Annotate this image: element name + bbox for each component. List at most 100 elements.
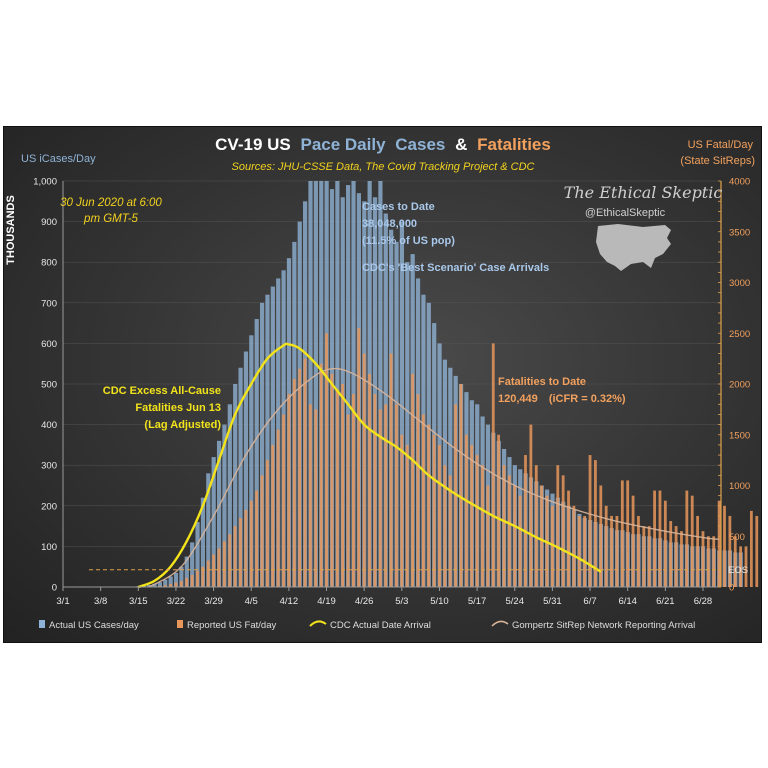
- left-tick-label: 900: [41, 217, 57, 228]
- fatal-note-line2: 120,449: [498, 393, 538, 405]
- right-tick-label: 1000: [729, 481, 750, 492]
- legend-swatch-fatal: [177, 620, 183, 628]
- x-tick-label: 5/10: [430, 596, 449, 607]
- x-tick-label: 6/7: [583, 596, 596, 607]
- x-tick-label: 3/22: [167, 596, 186, 607]
- fatality-bar: [706, 536, 710, 587]
- legend-label-gompertz: Gompertz SitRep Network Reporting Arriva…: [512, 620, 695, 631]
- right-axis-sub: (State SitReps): [680, 155, 755, 167]
- cases-bar: [184, 556, 189, 587]
- fatality-bar: [507, 475, 511, 587]
- fatality-bar: [265, 460, 269, 587]
- fatality-bar: [674, 526, 678, 587]
- fatality-bar: [303, 358, 307, 587]
- brand-name: The Ethical Skeptic: [564, 183, 723, 202]
- fatality-bar: [653, 490, 656, 587]
- x-tick-label: 4/26: [355, 596, 374, 607]
- fatality-bar: [626, 480, 630, 587]
- left-tick-label: 100: [41, 542, 57, 553]
- right-axis-label: US Fatal/Day: [688, 139, 754, 151]
- fatality-bar: [701, 531, 705, 587]
- fatality-bar: [540, 485, 544, 587]
- fatality-bar: [400, 434, 404, 587]
- fatality-bar: [389, 353, 393, 587]
- title-part4: Fatalities: [477, 135, 551, 154]
- fatality-bar: [513, 485, 517, 587]
- fatality-bar: [432, 434, 436, 587]
- fatality-bar: [239, 517, 242, 587]
- x-tick-label: 3/29: [204, 596, 223, 607]
- fatality-bar: [594, 460, 597, 587]
- legend: Actual US Cases/day Reported US Fat/day …: [39, 620, 695, 631]
- cases-bar: [152, 583, 157, 587]
- fatality-bar: [196, 570, 199, 587]
- gompertz-line: [148, 367, 720, 588]
- fatality-bar: [292, 378, 296, 587]
- fatality-bar: [421, 414, 425, 587]
- fatality-bar: [411, 373, 414, 587]
- fatality-bar: [696, 515, 700, 587]
- cases-bar: [249, 335, 254, 587]
- fatality-bar: [260, 475, 264, 587]
- fatality-bar: [378, 409, 382, 587]
- fatality-bar: [448, 475, 452, 587]
- us-map-icon: [596, 224, 671, 271]
- right-tick-label: 0: [729, 583, 734, 594]
- fatality-bar: [244, 509, 248, 587]
- cases-bar: [147, 584, 152, 587]
- fatality-bar: [470, 444, 474, 587]
- left-tick-label: 1,000: [33, 177, 57, 188]
- cases-bar: [157, 582, 163, 587]
- cases-bar: [254, 319, 259, 587]
- left-axis-unit: THOUSANDS: [5, 195, 17, 265]
- date-note-line1: 30 Jun 2020 at 6:00: [60, 197, 162, 209]
- fatality-bar: [341, 384, 345, 587]
- fatal-note-line3: (iCFR = 0.32%): [549, 393, 626, 405]
- left-tick-label: 500: [41, 380, 57, 391]
- fatality-bar: [179, 580, 183, 587]
- covid-chart: CV-19 US Pace Daily Cases & Fatalities S…: [5, 135, 759, 631]
- right-tick-label: 2000: [729, 380, 750, 391]
- cases-bar: [378, 181, 383, 587]
- fatality-bar: [335, 389, 339, 587]
- fatality-bar: [169, 583, 172, 587]
- fatality-bar: [233, 526, 237, 587]
- cases-bar: [346, 185, 351, 587]
- x-tick-label: 3/15: [129, 596, 148, 607]
- cases-bar: [383, 213, 388, 587]
- x-tick-label: 4/5: [245, 596, 258, 607]
- cases-bar: [200, 497, 206, 587]
- chart-title: CV-19 US Pace Daily Cases & Fatalities: [215, 135, 551, 154]
- left-tick-label: 800: [41, 258, 57, 269]
- right-tick-label: 500: [729, 532, 745, 543]
- title-amp: &: [455, 135, 467, 154]
- fatality-bar: [712, 536, 716, 587]
- fatality-bar: [352, 394, 355, 587]
- fatality-bar: [405, 444, 409, 587]
- cases-bar: [227, 404, 232, 587]
- fatality-bar: [669, 521, 673, 587]
- cases-bar: [270, 286, 275, 587]
- cases-note-line1: Cases to Date: [362, 201, 435, 213]
- fatality-bar: [637, 515, 640, 587]
- fatality-bar: [647, 526, 651, 587]
- fatality-bar: [249, 500, 253, 587]
- fatality-bar: [518, 495, 522, 587]
- cases-bar: [308, 181, 313, 587]
- fatality-bar: [755, 515, 759, 587]
- left-tick-label: 400: [41, 420, 57, 431]
- left-tick-label: 600: [41, 339, 57, 350]
- cases-bar: [173, 572, 179, 587]
- fatality-bar: [685, 490, 689, 587]
- fatality-bar: [228, 534, 232, 587]
- cases-note-line3: (11.5% of US pop): [362, 235, 455, 247]
- x-ticks: 3/1 3/8 3/15 3/22 3/29 4/5 4/12 4/19 4/26 5/3 5/10…: [56, 587, 712, 607]
- x-tick-label: 4/19: [317, 596, 336, 607]
- fatality-bar: [158, 585, 162, 587]
- left-tick-label: 0: [52, 583, 57, 594]
- cases-bar: [163, 579, 168, 587]
- fatality-bars: [153, 328, 759, 587]
- legend-swatch-gompertz: [491, 620, 509, 627]
- cdc-note-line2: Fatalities Jun 13: [135, 402, 221, 414]
- cases-bar: [335, 181, 340, 587]
